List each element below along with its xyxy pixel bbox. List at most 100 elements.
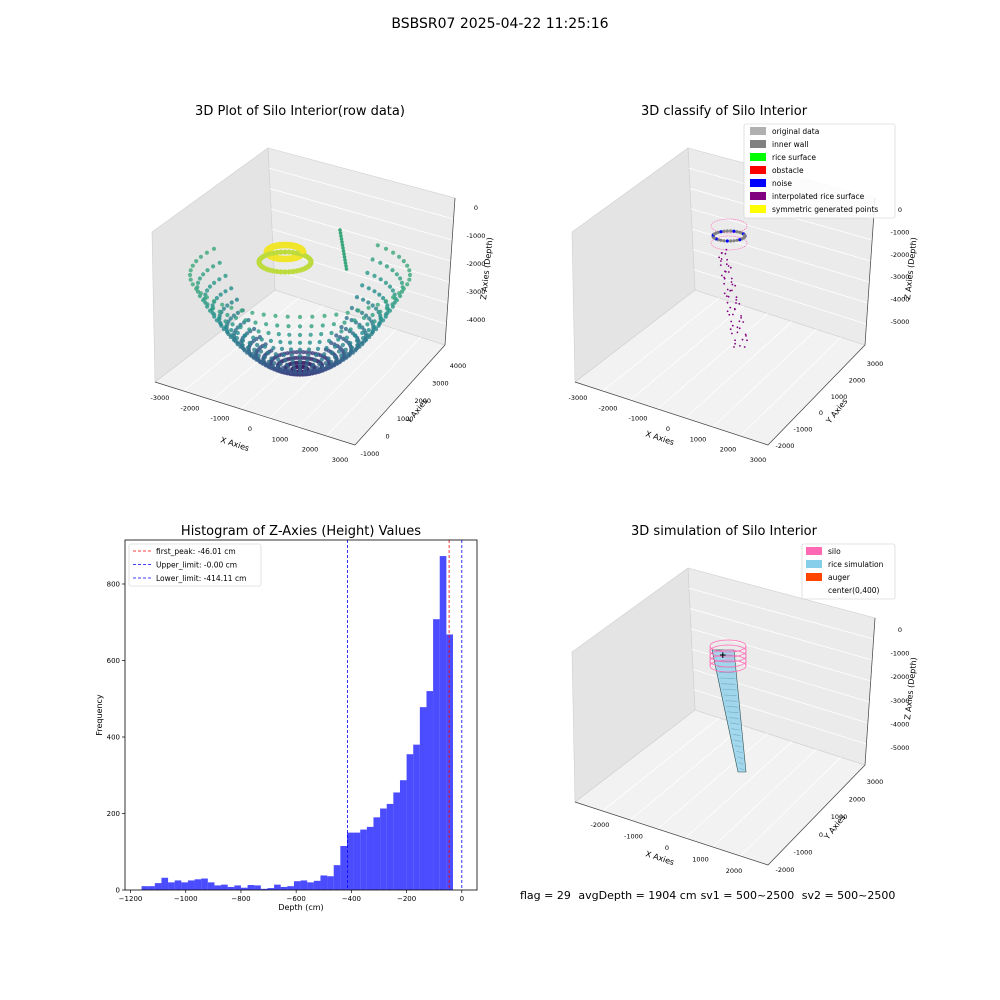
point	[355, 343, 360, 348]
point	[283, 358, 288, 363]
point	[223, 319, 228, 324]
point	[719, 264, 722, 266]
point	[372, 325, 377, 330]
grid-line	[712, 328, 817, 428]
point	[229, 300, 234, 305]
tick-label: -1000	[361, 450, 380, 458]
point	[229, 333, 234, 338]
point	[299, 247, 307, 255]
tick-label: -1000	[624, 833, 643, 841]
point	[246, 349, 251, 354]
point	[284, 362, 289, 367]
histogram-bar	[174, 880, 182, 890]
histogram-bar	[373, 817, 381, 890]
point	[730, 277, 733, 280]
tick-label: -1000	[891, 650, 910, 658]
point	[281, 353, 286, 358]
grid-line	[602, 297, 720, 392]
point	[746, 339, 748, 342]
histogram-bar	[234, 885, 241, 890]
tick-label: 2000	[302, 446, 319, 454]
x-tick-label: −400	[342, 895, 361, 903]
y-tick-label: 0	[116, 887, 120, 895]
grid-line	[689, 608, 873, 661]
point	[361, 336, 366, 341]
point	[334, 358, 339, 363]
point	[401, 259, 406, 264]
point	[304, 363, 309, 368]
point	[405, 263, 410, 268]
point	[204, 250, 209, 255]
point	[251, 335, 256, 340]
point	[235, 340, 240, 345]
point	[397, 291, 402, 296]
tick-label: -5000	[891, 318, 910, 326]
legend-label: center(0,400)	[828, 586, 880, 595]
avg-depth-value: avgDepth = 1904 cm	[578, 889, 697, 902]
point	[250, 310, 255, 315]
point	[343, 326, 348, 332]
point	[725, 239, 729, 243]
tick-label: 0	[898, 206, 902, 214]
point	[261, 358, 266, 363]
histogram-y-axis-label: Frequency	[95, 694, 104, 736]
point	[734, 339, 736, 342]
point	[333, 355, 338, 360]
point	[343, 261, 348, 265]
point	[722, 229, 726, 233]
point	[727, 295, 730, 298]
grid-line	[271, 228, 450, 283]
histogram-bar	[419, 707, 427, 890]
classify-3d-plot: -3000-2000-10000100020003000-2000-100001…	[569, 123, 919, 464]
point	[211, 264, 216, 269]
point	[407, 268, 412, 273]
point	[738, 302, 741, 305]
point	[207, 284, 213, 289]
point	[334, 333, 339, 338]
y-axis-line	[354, 344, 446, 446]
histogram-legend: first_peak: -46.01 cm Upper_limit: -0.00 …	[128, 543, 262, 587]
point	[357, 325, 362, 330]
point	[339, 356, 344, 361]
grid-line	[685, 741, 793, 839]
point	[732, 313, 734, 316]
histogram-bar	[399, 780, 407, 890]
point	[738, 327, 741, 330]
point	[276, 332, 281, 337]
point	[384, 264, 389, 269]
point	[286, 249, 292, 255]
point	[372, 273, 377, 278]
point	[297, 363, 303, 368]
point	[365, 322, 370, 327]
point	[239, 308, 244, 313]
histogram-bar	[433, 619, 440, 890]
grid-line	[688, 587, 874, 640]
histogram-bar	[307, 882, 314, 890]
legend-swatch	[806, 547, 822, 555]
point	[734, 284, 736, 287]
point	[306, 347, 312, 352]
histogram-bar	[439, 556, 447, 890]
tick-label: -4000	[467, 316, 486, 324]
point	[745, 335, 747, 337]
point	[247, 327, 252, 332]
point	[323, 361, 328, 366]
point	[405, 282, 410, 287]
tick-label: 2000	[849, 796, 866, 804]
point	[370, 303, 375, 308]
point	[312, 358, 317, 363]
point	[341, 246, 345, 250]
tick-label: -2000	[891, 251, 910, 259]
point	[297, 332, 303, 338]
point	[223, 289, 228, 294]
x-axis-line	[154, 381, 356, 446]
point	[339, 237, 344, 241]
point	[407, 277, 412, 282]
point	[234, 336, 239, 341]
histogram-bar	[240, 887, 248, 890]
point	[732, 239, 736, 243]
histogram-bar	[360, 829, 367, 890]
tick-label: -2000	[467, 260, 486, 268]
point	[360, 283, 365, 288]
histogram-bar	[227, 886, 235, 890]
